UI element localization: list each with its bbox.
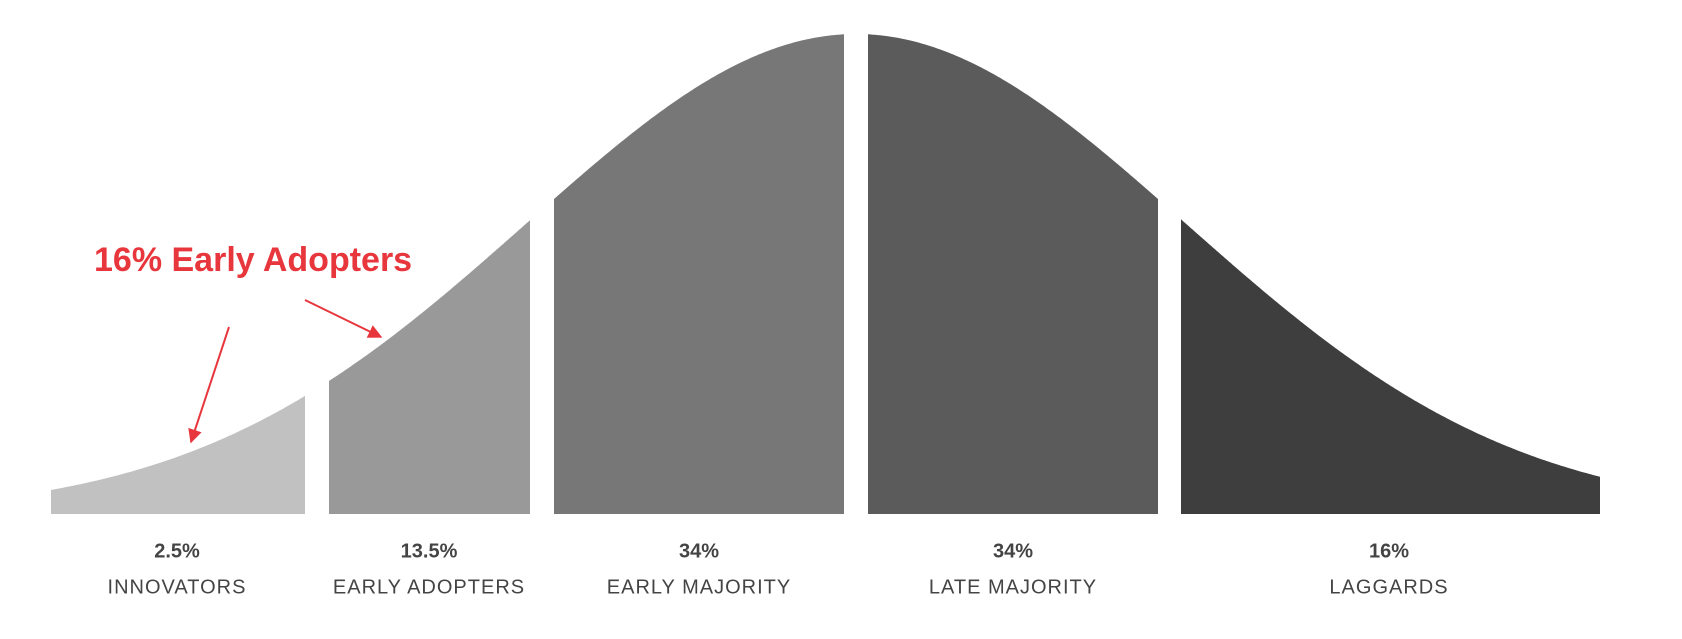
category-label: LATE MAJORITY bbox=[929, 576, 1097, 598]
annotation-arrow bbox=[188, 326, 230, 444]
value-label: 13.5% bbox=[401, 540, 458, 562]
segment bbox=[868, 34, 1158, 515]
segment bbox=[554, 34, 844, 515]
category-label: EARLY ADOPTERS bbox=[333, 576, 525, 598]
annotation: 16% Early Adopters bbox=[94, 241, 412, 279]
annotation-arrow bbox=[304, 299, 383, 338]
segment bbox=[51, 395, 305, 514]
value-label: 2.5% bbox=[154, 540, 200, 562]
value-label: 34% bbox=[679, 540, 719, 562]
value-label: 16% bbox=[1369, 540, 1409, 562]
value-label: 34% bbox=[993, 540, 1033, 562]
category-label: LAGGARDS bbox=[1329, 576, 1448, 598]
segment bbox=[329, 220, 530, 514]
category-label: EARLY MAJORITY bbox=[607, 576, 791, 598]
segment bbox=[1181, 219, 1600, 515]
category-label: INNOVATORS bbox=[108, 576, 247, 598]
